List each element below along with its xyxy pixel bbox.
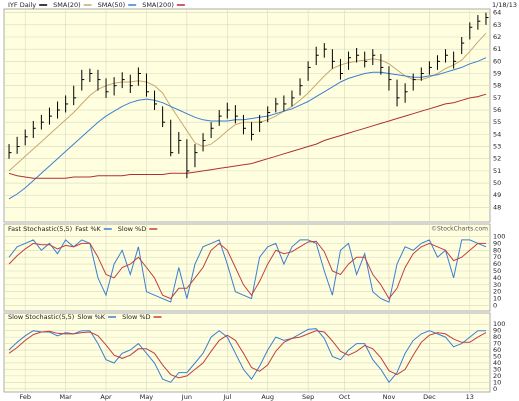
panel-title: Slow Stochastic(5,5) (8, 313, 74, 321)
y-tick-label: 90 (493, 239, 501, 247)
legend-label: SMA(50) (98, 1, 126, 9)
y-tick-label: 90 (493, 327, 501, 335)
y-tick-label: 63 (493, 21, 501, 29)
date-label: 1/18/13 (492, 1, 517, 9)
x-tick-label: May (140, 393, 154, 401)
series-line (8, 240, 486, 300)
x-tick-label: Nov (383, 393, 396, 401)
y-tick-label: 52 (493, 155, 501, 163)
y-tick-label: 56 (493, 106, 501, 114)
x-tick-label: 13 (466, 393, 474, 401)
x-tick-label: Jul (222, 393, 231, 401)
y-tick-label: 54 (493, 130, 501, 138)
y-tick-label: 40 (493, 274, 501, 282)
panel-frame (3, 8, 491, 223)
y-tick-label: 55 (493, 118, 501, 126)
y-tick-label: 58 (493, 82, 501, 90)
x-tick-label: Mar (59, 393, 72, 401)
legend-label: Slow %D (118, 225, 146, 233)
series-line (8, 239, 487, 303)
y-tick-label: 80 (493, 333, 501, 341)
y-tick-label: 50 (493, 267, 501, 275)
y-tick-label: 50 (493, 353, 501, 361)
y-tick-label: 50 (493, 179, 501, 187)
x-tick-label: Feb (19, 393, 31, 401)
legend-label: Fast %K (75, 225, 101, 233)
panel-frame (3, 312, 491, 393)
y-tick-label: 60 (493, 260, 501, 268)
panel-title: IYF Daily (8, 1, 36, 9)
y-tick-label: 59 (493, 70, 501, 78)
y-tick-label: 70 (493, 340, 501, 348)
y-tick-label: 10 (493, 295, 501, 303)
x-tick-label: Apr (100, 393, 112, 401)
y-tick-label: 100 (493, 320, 505, 328)
series-line (8, 330, 487, 379)
y-tick-label: 0 (493, 302, 497, 310)
legend-label: Slow %K (77, 313, 105, 321)
y-tick-label: 48 (493, 203, 501, 211)
x-tick-label: Aug (261, 393, 274, 401)
y-tick-label: 53 (493, 143, 501, 151)
x-tick-label: Jun (181, 393, 192, 401)
legend-label: SMA(200) (142, 1, 174, 9)
y-tick-label: 100 (493, 232, 505, 240)
y-tick-label: 30 (493, 281, 501, 289)
y-tick-label: 57 (493, 94, 501, 102)
panel-frame (3, 223, 491, 312)
legend-label: Slow %D (122, 313, 150, 321)
y-tick-label: 10 (493, 378, 501, 386)
x-tick-label: Dec (423, 393, 436, 401)
y-tick-label: 70 (493, 253, 501, 261)
y-tick-label: 49 (493, 191, 501, 199)
y-tick-label: 60 (493, 346, 501, 354)
y-tick-label: 80 (493, 246, 501, 254)
y-tick-label: 20 (493, 288, 501, 296)
series-line (8, 328, 486, 384)
y-tick-label: 51 (493, 167, 501, 175)
y-tick-label: 0 (493, 385, 497, 393)
series-line (8, 93, 487, 179)
y-tick-label: 20 (493, 372, 501, 380)
x-tick-label: Sep (302, 393, 314, 401)
x-tick-label: Oct (339, 393, 351, 401)
y-tick-label: 30 (493, 365, 501, 373)
y-tick-label: 64 (493, 9, 501, 17)
series-line (8, 57, 487, 200)
y-tick-label: 40 (493, 359, 501, 367)
legend-label: SMA(20) (53, 1, 81, 9)
y-tick-label: 62 (493, 33, 501, 41)
y-tick-label: 60 (493, 57, 501, 65)
y-tick-label: 61 (493, 45, 501, 53)
panel-title: Fast Stochastic(5,5) (8, 225, 72, 233)
credit: ©StockCharts.com (431, 226, 488, 233)
